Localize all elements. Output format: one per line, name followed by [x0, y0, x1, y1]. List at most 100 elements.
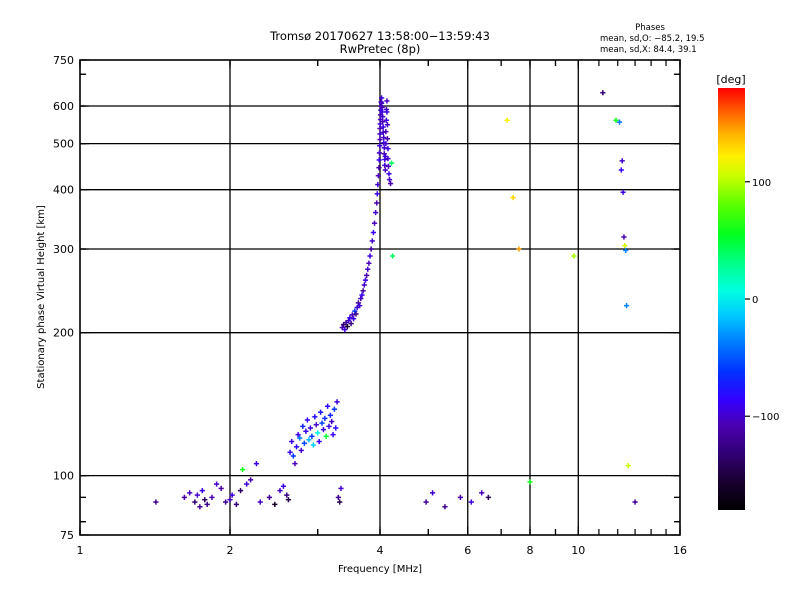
data-point: [346, 318, 352, 324]
data-point: [600, 90, 606, 96]
stats-line-o: mean, sd,O: −85.2, 19.5: [600, 34, 705, 44]
data-point: [272, 501, 278, 507]
data-point: [202, 497, 208, 503]
data-point: [287, 449, 293, 455]
data-point: [516, 246, 522, 252]
data-point: [209, 494, 215, 500]
data-point: [623, 247, 629, 254]
data-point: [338, 485, 344, 492]
data-point: [385, 146, 391, 152]
figure-title: Tromsø 20170627 13:58:00−13:59:43: [269, 29, 490, 43]
data-point: [620, 189, 626, 195]
data-point: [306, 437, 312, 443]
data-point: [335, 494, 341, 500]
data-point: [381, 134, 387, 141]
x-tick-label: 16: [673, 544, 687, 557]
gridlines: [80, 60, 680, 535]
data-point: [297, 435, 303, 441]
colorbar-tick-label: 0: [752, 295, 758, 306]
data-point: [323, 433, 329, 439]
data-point: [342, 326, 348, 333]
data-point: [375, 181, 381, 188]
y-tick-label: 100: [53, 470, 74, 483]
y-tick-label: 600: [53, 100, 74, 113]
data-point: [423, 499, 429, 505]
data-point: [479, 490, 485, 496]
data-point: [622, 243, 628, 249]
data-point: [327, 412, 333, 418]
data-point: [284, 492, 290, 498]
data-point: [390, 253, 396, 259]
data-point: [369, 238, 375, 244]
data-point: [322, 415, 328, 421]
data-point: [227, 497, 233, 503]
data-point: [298, 447, 304, 454]
data-point: [619, 158, 625, 164]
data-point: [293, 444, 300, 450]
data-point: [632, 499, 638, 505]
data-point: [379, 104, 385, 111]
data-point: [326, 423, 332, 429]
data-point: [315, 430, 321, 436]
plot-frame: [79, 59, 681, 536]
stats-heading: Phases: [635, 23, 665, 33]
data-point: [374, 191, 380, 197]
data-point: [218, 485, 224, 492]
data-point: [385, 156, 391, 162]
data-point: [386, 177, 393, 183]
colorbar: [718, 88, 745, 510]
y-tick-label: 75: [60, 529, 74, 542]
data-point: [377, 131, 383, 137]
data-point: [266, 494, 273, 500]
data-point: [377, 143, 383, 149]
data-point: [625, 462, 631, 469]
data-point: [187, 490, 193, 496]
data-point: [371, 220, 378, 226]
data-point: [360, 288, 366, 294]
data-point: [358, 295, 364, 302]
data-point: [366, 260, 372, 266]
data-point: [380, 114, 386, 120]
axis-tick-labels: 1 2 4 6 8 10 16 75 100 200 300 400 500 600 750: [53, 54, 687, 557]
data-point: [388, 160, 395, 166]
y-tick-label: 500: [53, 138, 74, 151]
data-point: [244, 481, 250, 487]
data-point: [280, 483, 287, 489]
data-point: [379, 95, 385, 101]
data-point: [348, 320, 354, 327]
data-point: [248, 477, 254, 483]
data-point: [304, 417, 311, 423]
data-point: [257, 499, 263, 505]
data-point: [295, 432, 301, 438]
y-axis-label: Stationary phase Virtual Height [km]: [36, 205, 47, 389]
data-point: [387, 180, 394, 187]
data-point: [353, 311, 359, 317]
x-tick-label: 8: [527, 544, 534, 557]
data-point: [181, 494, 187, 500]
colorbar-tick-label: 100: [752, 178, 771, 189]
data-point: [623, 303, 630, 309]
data-point: [349, 312, 355, 318]
data-point: [571, 253, 577, 259]
data-point: [373, 209, 379, 216]
data-point: [333, 425, 339, 431]
data-point: [329, 418, 335, 425]
data-points: [153, 90, 638, 510]
figure-subtitle: RwPretec (8p): [340, 42, 421, 56]
data-point: [376, 150, 383, 156]
data-point: [237, 488, 244, 494]
data-point: [292, 461, 298, 467]
data-point: [380, 119, 386, 125]
data-point: [621, 234, 627, 240]
colorbar-unit-label: [deg]: [716, 73, 745, 86]
data-point: [384, 109, 390, 115]
x-tick-label: 4: [377, 544, 384, 557]
data-point: [367, 253, 373, 259]
data-point: [376, 165, 382, 171]
data-point: [289, 438, 295, 445]
data-point: [300, 423, 306, 429]
data-point: [362, 277, 369, 283]
x-axis-label: Frequency [MHz]: [338, 564, 422, 575]
